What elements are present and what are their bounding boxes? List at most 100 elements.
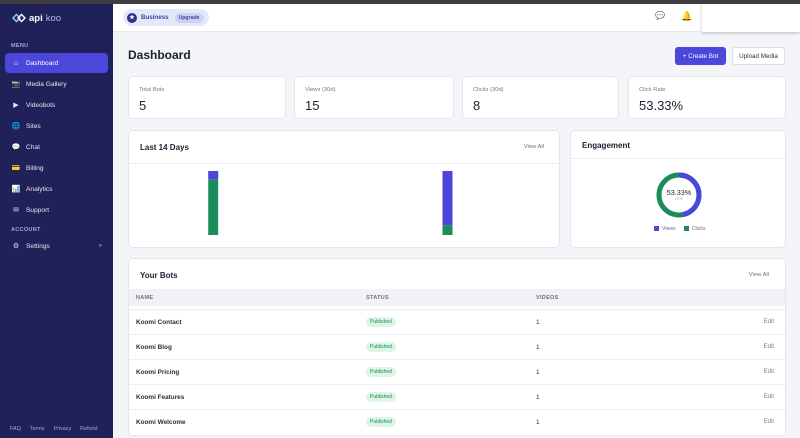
card-title: Engagement (582, 141, 631, 150)
stat-value: 5 (139, 98, 147, 113)
brand-logo[interactable]: api koo (12, 12, 61, 24)
star-icon: ★ (127, 12, 137, 23)
engagement-donut-chart (656, 172, 702, 218)
sidebar-item-label: Analytics (26, 185, 53, 193)
stat-value: 8 (473, 98, 481, 113)
stat-card-views: Views (30d) 15 (294, 76, 454, 119)
chart-icon: 📊 (11, 185, 21, 193)
table-row[interactable]: Koomi Welcome Published 1 Edit (129, 409, 785, 434)
bell-icon[interactable]: 🔔 (681, 11, 693, 21)
sidebar-item-videobots[interactable]: ▶ Videobots (5, 95, 108, 115)
sidebar-item-settings[interactable]: ⚙ Settings » (5, 236, 108, 256)
workspace-switcher[interactable]: ★ Business Upgrade (123, 9, 209, 26)
stat-label: Views (30d) (305, 87, 336, 93)
sidebar-item-label: Media Gallery (26, 80, 67, 88)
sidebar-item-label: Settings (26, 242, 50, 250)
messages-icon[interactable]: 💬 (655, 11, 665, 20)
card-title: Your Bots (140, 271, 178, 280)
footer-link-privacy[interactable]: Privacy (53, 426, 72, 432)
video-count: 1 (536, 419, 540, 426)
bar-clicks-segment (208, 179, 219, 235)
card-icon: 💳 (11, 164, 21, 172)
play-icon: ▶ (13, 101, 19, 109)
stat-value: 15 (305, 98, 320, 113)
create-bot-button[interactable]: + Create Bot (675, 47, 726, 65)
status-badge: Published (366, 367, 396, 377)
edit-link[interactable]: Edit (763, 419, 774, 425)
status-badge: Published (366, 317, 396, 327)
legend-swatch (683, 226, 689, 232)
sidebar-item-support[interactable]: ✉ Support (5, 200, 108, 220)
bar-views-segment (208, 171, 219, 180)
video-count: 1 (536, 344, 540, 351)
window-top-strip (0, 0, 800, 4)
donut-center-sub: CTR (675, 197, 683, 201)
top-header: ★ Business Upgrade 💬 🔔 (113, 4, 800, 32)
sidebar-footer: FAQ Terms Privacy Refund (10, 426, 98, 432)
brand-name: api (29, 12, 43, 24)
footer-link-refund[interactable]: Refund (80, 426, 98, 432)
column-header-videos: VIDEOS (536, 295, 559, 301)
card-title: Last 14 Days (140, 143, 189, 152)
mail-icon: ✉ (13, 206, 19, 214)
footer-link-faq[interactable]: FAQ (10, 426, 21, 432)
video-count: 1 (536, 369, 540, 376)
engagement-card: Engagement 53.33% CTR Views Clicks (570, 130, 786, 248)
edit-link[interactable]: Edit (763, 319, 774, 325)
sidebar-item-label: Chat (26, 143, 40, 151)
legend-swatch (654, 226, 659, 232)
donut-center-value: 53.33% (666, 188, 692, 197)
edit-link[interactable]: Edit (763, 394, 774, 400)
bar-clicks-segment (442, 225, 453, 235)
card-divider (129, 163, 559, 164)
footer-link-terms[interactable]: Terms (29, 426, 45, 432)
stat-label: Click Rate (639, 87, 666, 93)
home-icon: ⌂ (13, 59, 19, 67)
edit-link[interactable]: Edit (763, 369, 774, 375)
engagement-legend: Views Clicks (654, 226, 706, 232)
donut-views-arc (656, 172, 702, 218)
video-count: 1 (536, 394, 540, 401)
logo-icon (12, 13, 26, 23)
sidebar-item-dashboard[interactable]: ⌂ Dashboard (5, 53, 108, 73)
view-all-link[interactable]: View All (523, 144, 544, 150)
sidebar-item-label: Billing (26, 164, 44, 172)
sidebar-item-billing[interactable]: 💳 Billing (5, 158, 108, 178)
sidebar-item-media-gallery[interactable]: 📷 Media Gallery (5, 74, 108, 94)
view-all-bots-link[interactable]: View All (748, 272, 769, 278)
sidebar-item-chat[interactable]: 💬 Chat (5, 137, 108, 157)
page-title: Dashboard (128, 48, 191, 62)
menu-section-label: MENU (11, 43, 29, 49)
status-badge: Published (366, 417, 396, 427)
bot-name: Koomi Contact (136, 319, 182, 326)
edit-link[interactable]: Edit (763, 344, 774, 350)
table-row[interactable]: Koomi Contact Published 1 Edit (129, 309, 785, 334)
globe-icon: 🌐 (11, 122, 21, 130)
camera-icon: 📷 (11, 80, 21, 88)
table-header (129, 289, 785, 306)
video-count: 1 (536, 319, 540, 326)
activity-chart-card: Last 14 Days View All (128, 130, 560, 248)
table-row[interactable]: Koomi Pricing Published 1 Edit (129, 359, 785, 384)
legend-clicks: Clicks (683, 226, 706, 232)
legend-label: Views (662, 226, 676, 232)
table-row[interactable]: Koomi Features Published 1 Edit (129, 384, 785, 409)
gear-icon: ⚙ (12, 242, 20, 250)
status-badge: Published (366, 392, 396, 402)
sidebar-item-sites[interactable]: 🌐 Sites (5, 116, 108, 136)
profile-menu[interactable] (702, 4, 800, 32)
column-header-status: STATUS (366, 295, 389, 301)
sidebar-item-analytics[interactable]: 📊 Analytics (5, 179, 108, 199)
stat-card-click-rate: Click Rate 53.33% (628, 76, 786, 119)
upload-media-button[interactable]: Upload Media (732, 47, 785, 65)
stat-card-clicks: Clicks (30d) 8 (462, 76, 619, 119)
bots-table-card: Your Bots View All NAME STATUS VIDEOS Ko… (128, 258, 786, 436)
bot-name: Koomi Features (136, 394, 185, 401)
bar-views-segment (442, 171, 453, 226)
column-header-name: NAME (136, 295, 154, 301)
table-row[interactable]: Koomi Blog Published 1 Edit (129, 334, 785, 359)
upgrade-badge[interactable]: Upgrade (174, 12, 204, 23)
stat-label: Total Bots (139, 87, 165, 93)
sidebar-item-label: Videobots (26, 101, 56, 109)
stat-value: 53.33% (639, 98, 684, 113)
